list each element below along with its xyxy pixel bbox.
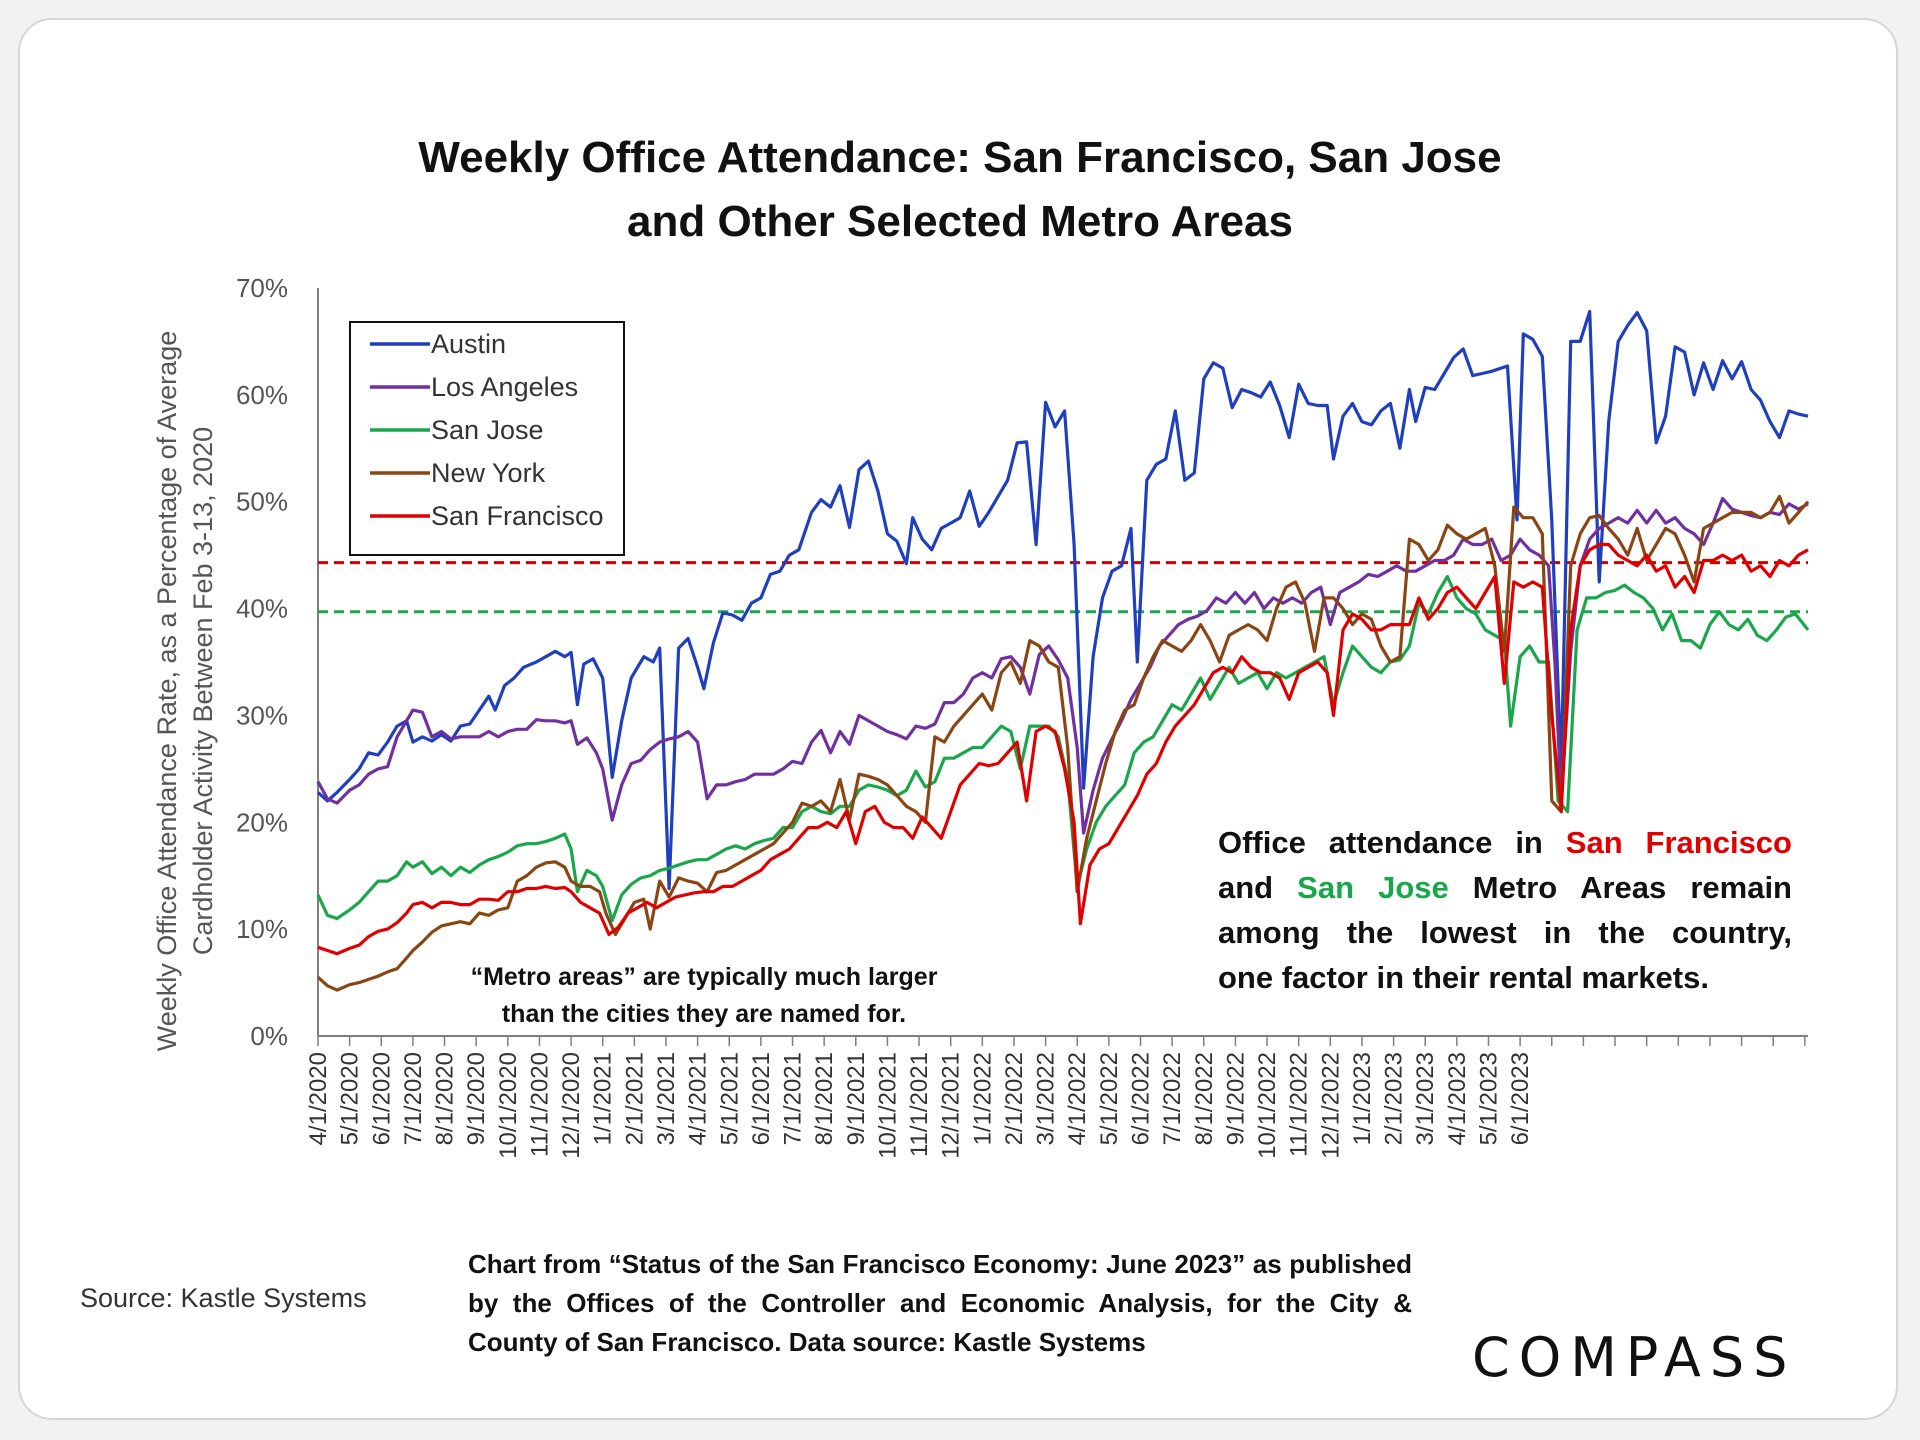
legend: Austin Los Angeles San Jose New York San Fra… xyxy=(349,321,625,556)
x-tick-label: 8/1/2021 xyxy=(811,1052,838,1145)
chart-note: “Metro areas” are typically much larger … xyxy=(471,963,938,1028)
series-line-los-angeles xyxy=(316,496,1809,835)
x-tick-label: 5/1/2023 xyxy=(1475,1052,1502,1145)
x-tick-label: 3/1/2021 xyxy=(653,1052,680,1145)
x-tick-label: 5/1/2020 xyxy=(337,1052,364,1145)
legend-label: Austin xyxy=(431,329,506,359)
x-tick-label: 1/1/2021 xyxy=(590,1052,617,1145)
y-tick-label: 0% xyxy=(250,1021,288,1051)
callout-sf-highlight: San Francisco xyxy=(1565,825,1792,860)
x-tick-label: 9/1/2022 xyxy=(1222,1052,1249,1145)
y-tick-label: 10% xyxy=(236,914,288,944)
x-tick-label: 12/1/2020 xyxy=(558,1052,585,1159)
compass-logo: COMPASS xyxy=(1472,1326,1797,1389)
chart-credit: Chart from “Status of the San Francisco … xyxy=(468,1249,1412,1357)
x-tick-label: 11/1/2022 xyxy=(1286,1052,1313,1157)
x-tick-label: 3/1/2022 xyxy=(1033,1052,1060,1145)
series-lines xyxy=(316,309,1810,992)
callout-line-2-text-c: Metro Areas remain xyxy=(1448,870,1792,905)
x-tick-label: 7/1/2021 xyxy=(780,1052,807,1145)
callout-line-1-text: Office attendance in xyxy=(1218,825,1566,860)
chart-title-line-2: and Other Selected Metro Areas xyxy=(627,197,1293,246)
y-axis-label-line-2: Cardholder Activity Between Feb 3-13, 20… xyxy=(188,427,218,955)
reference-lines xyxy=(318,561,1808,614)
x-tick-label: 8/1/2020 xyxy=(432,1052,459,1145)
x-tick-label: 4/1/2021 xyxy=(685,1052,712,1145)
x-tick-label: 10/1/2021 xyxy=(874,1052,901,1159)
callout-sj-highlight: San Jose xyxy=(1297,870,1449,905)
series-line-austin xyxy=(316,309,1809,891)
x-tick-label: 9/1/2020 xyxy=(463,1052,490,1145)
x-tick-label: 4/1/2023 xyxy=(1444,1052,1471,1145)
x-tick-label: 2/1/2022 xyxy=(1001,1052,1028,1145)
x-tick-label: 11/1/2021 xyxy=(906,1052,933,1157)
x-tick-label: 7/1/2022 xyxy=(1159,1052,1186,1145)
chart-title-line-1: Weekly Office Attendance: San Francisco,… xyxy=(418,133,1502,182)
y-axis-label: Weekly Office Attendance Rate, as a Perc… xyxy=(152,331,218,1051)
x-tick-label: 3/1/2023 xyxy=(1412,1052,1439,1145)
source-label: Source: Kastle Systems xyxy=(80,1283,367,1313)
note-line-2: than the cities they are named for. xyxy=(502,1000,906,1028)
x-tick-label: 8/1/2022 xyxy=(1191,1052,1218,1145)
x-tick-label: 10/1/2020 xyxy=(495,1052,522,1159)
x-tick-label: 6/1/2023 xyxy=(1507,1052,1534,1145)
note-line-1: “Metro areas” are typically much larger xyxy=(471,963,938,991)
legend-label: New York xyxy=(431,458,546,488)
callout-text: Office attendance in San Francisco and S… xyxy=(1218,820,1792,1000)
callout-line-2: and San Jose Metro Areas remain xyxy=(1218,865,1792,910)
x-tick-label: 4/1/2022 xyxy=(1064,1052,1091,1145)
series-line-new-york xyxy=(316,494,1810,992)
axes: 0%10%20%30%40%50%60%70%4/1/2020 5/1/2020 6… xyxy=(236,273,1808,1159)
callout-line-4: one factor in their rental markets. xyxy=(1218,960,1709,995)
y-tick-label: 20% xyxy=(236,807,288,837)
y-tick-label: 30% xyxy=(236,700,288,730)
x-tick-label: 12/1/2021 xyxy=(938,1052,965,1159)
x-tick-label: 4/1/2020 xyxy=(305,1052,332,1145)
y-axis-label-line-1: Weekly Office Attendance Rate, as a Perc… xyxy=(152,331,182,1051)
legend-label: San Francisco xyxy=(431,501,604,531)
x-tick-label: 5/1/2021 xyxy=(716,1052,743,1145)
y-tick-label: 60% xyxy=(236,380,288,410)
y-tick-label: 40% xyxy=(236,594,288,624)
x-tick-label: 6/1/2021 xyxy=(748,1052,775,1145)
x-tick-label: 1/1/2023 xyxy=(1349,1052,1376,1145)
legend-label: Los Angeles xyxy=(431,372,578,402)
x-tick-label: 12/1/2022 xyxy=(1317,1052,1344,1159)
x-tick-label: 1/1/2022 xyxy=(969,1052,996,1145)
x-tick-label: 11/1/2020 xyxy=(526,1052,553,1157)
callout-line-3: among the lowest in the country, xyxy=(1218,915,1792,950)
callout-line-2-text-a: and xyxy=(1218,870,1298,905)
series-line-san-francisco xyxy=(317,542,1809,956)
x-tick-label: 10/1/2022 xyxy=(1254,1052,1281,1159)
x-tick-label: 6/1/2022 xyxy=(1128,1052,1155,1145)
x-tick-label: 2/1/2023 xyxy=(1381,1052,1408,1145)
y-tick-label: 50% xyxy=(236,487,288,517)
x-tick-label: 7/1/2020 xyxy=(400,1052,427,1145)
x-tick-label: 2/1/2021 xyxy=(621,1052,648,1145)
x-tick-label: 9/1/2021 xyxy=(843,1052,870,1145)
callout-line-1: Office attendance in San Francisco xyxy=(1218,820,1792,865)
x-tick-label: 5/1/2022 xyxy=(1096,1052,1123,1145)
y-tick-label: 70% xyxy=(236,273,288,303)
legend-label: San Jose xyxy=(431,415,544,445)
x-tick-label: 6/1/2020 xyxy=(368,1052,395,1145)
card xyxy=(18,18,1898,1420)
